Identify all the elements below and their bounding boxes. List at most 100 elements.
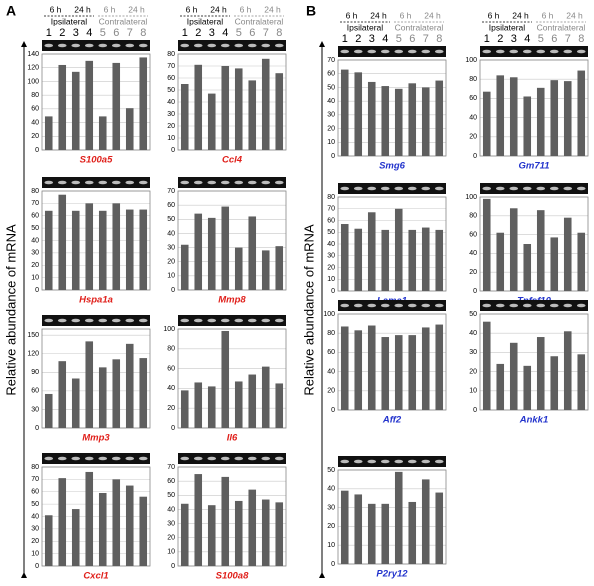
gel-band (495, 49, 505, 54)
gel-band (84, 318, 94, 323)
bar (577, 354, 586, 410)
gel-band (394, 303, 404, 308)
y-tick-label: 20 (469, 134, 477, 141)
gel-band (274, 43, 284, 48)
lane-number: 4 (382, 33, 388, 45)
gel-band (522, 303, 532, 308)
bar (139, 496, 148, 566)
bar (275, 73, 284, 150)
gel-band (353, 186, 363, 191)
gel-band (536, 186, 546, 191)
gel-band (380, 49, 390, 54)
y-tick-label: 30 (167, 111, 175, 118)
bar (248, 80, 257, 150)
bar (394, 335, 403, 410)
gel-band (247, 456, 257, 461)
y-tick-label: 40 (327, 368, 335, 375)
gel-band (434, 459, 444, 464)
bar (98, 492, 107, 566)
bar (139, 57, 148, 150)
gel-band (207, 180, 217, 185)
bar (207, 217, 216, 290)
y-tick-label: 50 (327, 229, 335, 236)
bar (496, 75, 505, 156)
plot-frame (337, 469, 447, 565)
lane-number: 7 (565, 33, 571, 45)
chart-title: Mmp3 (82, 433, 110, 444)
gel-band (44, 43, 54, 48)
y-tick-label: 50 (31, 501, 39, 508)
gel-band (274, 456, 284, 461)
time-label: 6 h (400, 10, 412, 20)
plot-frame (177, 53, 287, 151)
lane-number: 5 (538, 33, 544, 45)
chart-title: Mmp8 (218, 295, 246, 306)
bar (550, 80, 559, 156)
bar (261, 58, 270, 150)
y-tick-label: 40 (327, 486, 335, 493)
bar (234, 247, 243, 290)
y-tick-label: 60 (327, 349, 335, 356)
gel-band (193, 318, 203, 323)
gel-band (98, 318, 108, 323)
y-tick-label: 50 (327, 84, 335, 91)
lane-number: 3 (73, 27, 79, 39)
y-tick-label: 50 (167, 492, 175, 499)
y-axis-label: Relative abundance of mRNA (3, 224, 18, 396)
gel-band (340, 186, 350, 191)
y-tick-label: 80 (31, 464, 39, 471)
y-tick-label: 20 (31, 262, 39, 269)
y-tick-label: 30 (327, 253, 335, 260)
chart-title: S100a8 (216, 571, 249, 582)
gel-band (340, 459, 350, 464)
gel-band (495, 303, 505, 308)
plot-frame (41, 190, 151, 291)
gel-band (207, 318, 217, 323)
chart-title: Il6 (227, 433, 238, 444)
gel-band (522, 186, 532, 191)
bar (112, 359, 121, 428)
bar (85, 60, 94, 150)
y-tick-label: 0 (171, 425, 175, 432)
plot-frame (337, 59, 447, 157)
plot-frame (177, 328, 287, 429)
gel-strip (178, 40, 286, 51)
gel-band (207, 43, 217, 48)
lane-number: 3 (209, 27, 215, 39)
gel-band (353, 459, 363, 464)
bar (367, 212, 376, 291)
bar (421, 327, 430, 410)
gel-band (220, 318, 230, 323)
lane-number: 3 (511, 33, 517, 45)
lane-number: 7 (423, 33, 429, 45)
y-tick-label: 80 (327, 194, 335, 201)
bar (180, 84, 189, 150)
y-tick-label: 20 (167, 405, 175, 412)
lane-number: 3 (369, 33, 375, 45)
gel-band (220, 456, 230, 461)
y-tick-label: 0 (473, 288, 477, 295)
gel-band (71, 43, 81, 48)
lane-number: 4 (524, 33, 530, 45)
lane-number: 8 (578, 33, 584, 45)
y-tick-label: 0 (473, 153, 477, 160)
bar (98, 367, 107, 428)
gel-band (180, 456, 190, 461)
y-tick-label: 0 (171, 147, 175, 154)
gel-band (380, 303, 390, 308)
y-tick-label: 80 (167, 51, 175, 58)
group-label: Contralateral (235, 16, 284, 26)
gel-band (482, 303, 492, 308)
y-tick-label: 20 (327, 125, 335, 132)
gel-band (180, 43, 190, 48)
time-label: 24 h (128, 4, 145, 14)
gel-band (394, 459, 404, 464)
y-tick-label: 70 (327, 206, 335, 213)
bar (71, 210, 80, 290)
y-tick-label: 0 (35, 563, 39, 570)
gel-band (71, 456, 81, 461)
group-label: Contralateral (395, 22, 444, 32)
y-tick-label: 150 (27, 332, 39, 339)
bar (577, 232, 586, 291)
bar (85, 471, 94, 566)
